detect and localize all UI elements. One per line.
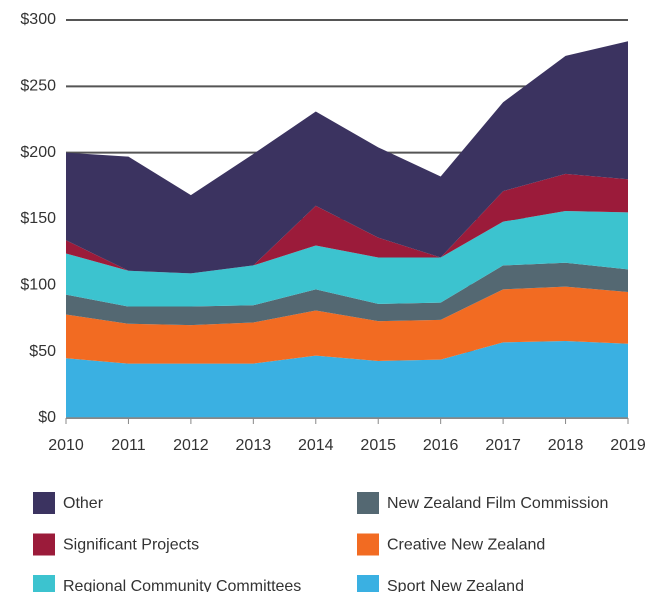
x-tick-label: 2016 (423, 437, 459, 454)
legend-label: Other (63, 495, 104, 512)
x-tick-label: 2012 (173, 437, 209, 454)
legend-label: Significant Projects (63, 537, 199, 554)
legend-swatch (33, 533, 55, 556)
legend-swatch (357, 492, 379, 514)
area (66, 286, 628, 364)
legend-label: New Zealand Film Commission (387, 495, 608, 512)
legend-label: Sport New Zealand (387, 578, 524, 592)
area (66, 211, 628, 307)
legend-swatch (357, 575, 379, 592)
legend-swatch (33, 575, 55, 592)
x-tick-label: 2011 (111, 437, 146, 454)
area (66, 341, 628, 418)
y-tick-label: $150 (20, 210, 56, 227)
area (66, 41, 628, 274)
legend-label: Creative New Zealand (387, 537, 545, 554)
x-tick-label: 2013 (236, 437, 272, 454)
area (66, 262, 628, 326)
y-tick-label: $250 (20, 78, 56, 95)
legend-swatch (357, 533, 379, 556)
x-tick-label: 2014 (298, 437, 334, 454)
y-tick-label: $300 (20, 11, 56, 28)
x-tick-label: 2017 (485, 437, 521, 454)
x-tick-label: 2010 (48, 437, 84, 454)
y-tick-label: $200 (20, 144, 56, 161)
x-tick-label: 2015 (360, 437, 396, 454)
area (66, 173, 628, 274)
legend-label: Regional Community Committees (63, 578, 301, 592)
y-tick-label: $100 (20, 277, 56, 294)
y-tick-label: $0 (38, 409, 56, 426)
x-tick-label: 2019 (610, 437, 646, 454)
y-tick-label: $50 (29, 343, 56, 360)
legend-swatch (33, 492, 55, 514)
x-tick-label: 2018 (548, 437, 584, 454)
